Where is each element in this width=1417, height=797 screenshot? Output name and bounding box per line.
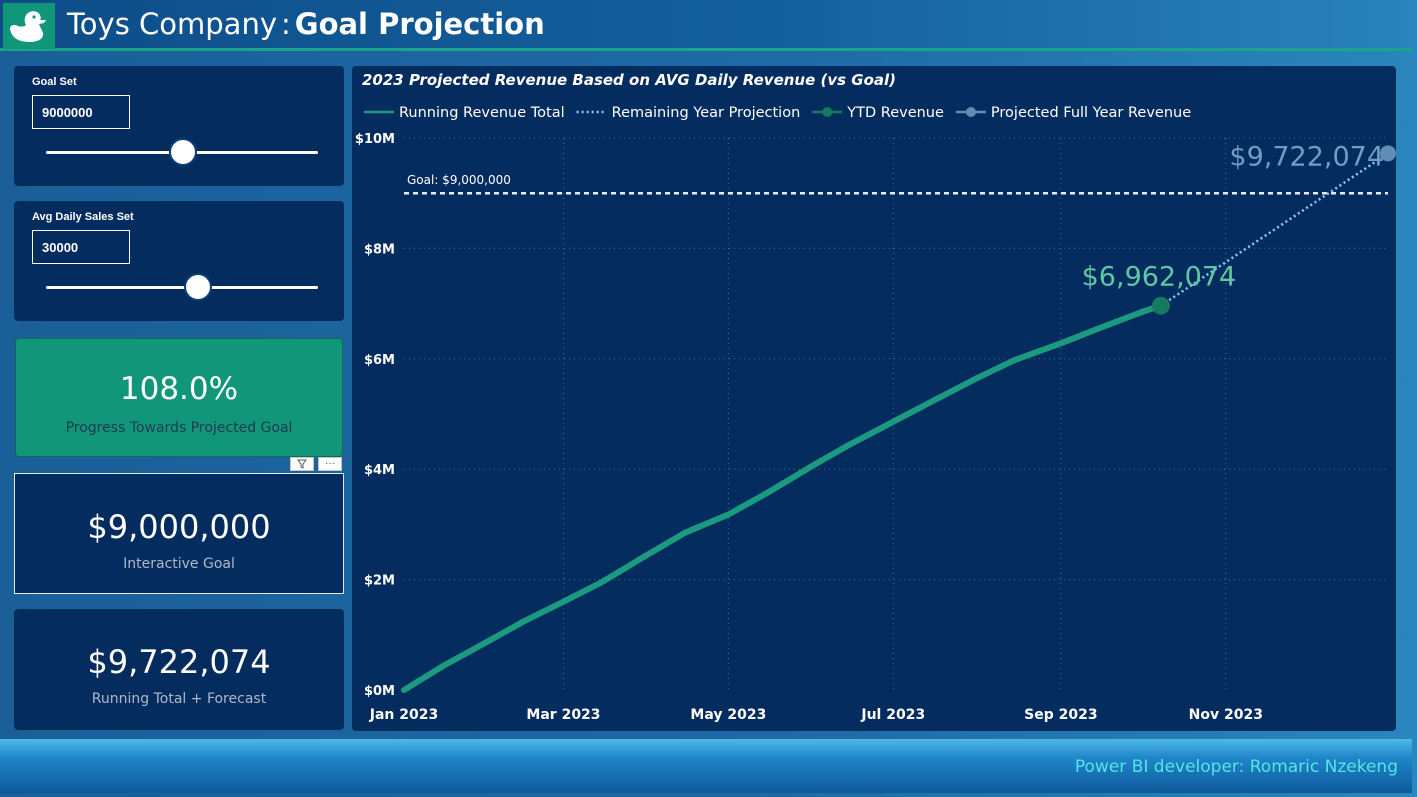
goal-set-slicer: Goal Set 9000000 <box>14 66 344 186</box>
goal-set-slider-thumb[interactable] <box>169 138 197 166</box>
goal-set-title: Goal Set <box>32 76 77 88</box>
avg-daily-sales-title: Avg Daily Sales Set <box>32 211 134 223</box>
page-header: Toys Company: Goal Projection <box>0 0 1412 51</box>
projection-chart-panel[interactable]: 2023 Projected Revenue Based on AVG Dail… <box>352 66 1396 731</box>
ytd-revenue-label: $6,962,074 <box>1082 262 1237 293</box>
filter-icon[interactable] <box>290 457 314 471</box>
avg-daily-sales-slider-track[interactable] <box>46 286 318 289</box>
projection-chart[interactable]: Running Revenue Total Remaining Year Proj… <box>352 66 1396 731</box>
x-tick-label: Jan 2023 <box>369 707 438 723</box>
logo <box>3 3 55 49</box>
goal-set-input[interactable]: 9000000 <box>32 95 130 129</box>
title-separator: : <box>280 7 291 41</box>
forecast-kpi-card[interactable]: $9,722,074 Running Total + Forecast <box>14 609 344 730</box>
progress-kpi-card[interactable]: 108.0% Progress Towards Projected Goal <box>15 338 343 457</box>
y-tick-label: $4M <box>364 463 395 478</box>
y-tick-label: $0M <box>364 684 395 699</box>
avg-daily-sales-input[interactable]: 30000 <box>32 230 130 264</box>
x-tick-label: Mar 2023 <box>526 707 600 723</box>
forecast-label: Running Total + Forecast <box>91 691 267 707</box>
legend-label: Remaining Year Projection <box>612 105 801 121</box>
forecast-value: $9,722,074 <box>87 643 271 681</box>
legend-marker-2 <box>822 107 833 117</box>
goal-value: $9,000,000 <box>87 508 271 546</box>
legend-label: YTD Revenue <box>846 105 944 121</box>
y-tick-label: $2M <box>364 574 395 589</box>
y-tick-label: $6M <box>364 353 395 368</box>
progress-label: Progress Towards Projected Goal <box>65 420 293 436</box>
y-tick-label: $8M <box>364 242 395 257</box>
legend-label: Projected Full Year Revenue <box>991 105 1191 121</box>
projected-full-year-label: $9,722,074 <box>1229 141 1384 172</box>
x-tick-label: Jul 2023 <box>860 707 925 723</box>
y-tick-label: $10M <box>355 132 395 147</box>
page-footer: Power BI developer: Romaric Nzekeng <box>0 739 1412 793</box>
legend-marker-3 <box>965 107 976 117</box>
page-title: Toys Company: Goal Projection <box>67 7 545 42</box>
avg-daily-sales-slicer: Avg Daily Sales Set 30000 <box>14 201 344 321</box>
visual-header-tools: ··· <box>290 457 342 472</box>
goal-kpi-card[interactable]: $9,000,000 Interactive Goal <box>14 473 344 594</box>
remaining-projection-line[interactable] <box>1160 152 1389 307</box>
x-tick-label: Sep 2023 <box>1024 707 1097 723</box>
chart-title: 2023 Projected Revenue Based on AVG Dail… <box>362 71 897 89</box>
legend-label: Running Revenue Total <box>399 105 565 121</box>
projected-full-year-point[interactable] <box>1380 145 1396 162</box>
goal-label: Interactive Goal <box>123 556 235 572</box>
progress-value: 108.0% <box>119 371 239 407</box>
running-revenue-line[interactable] <box>401 302 1164 693</box>
x-tick-label: Nov 2023 <box>1189 707 1263 723</box>
ytd-revenue-point[interactable] <box>1151 296 1170 315</box>
more-options-button[interactable]: ··· <box>318 457 342 471</box>
company-name: Toys Company <box>67 7 277 41</box>
avg-daily-sales-slider-thumb[interactable] <box>184 273 212 301</box>
developer-credit: Power BI developer: Romaric Nzekeng <box>1074 757 1398 777</box>
duck-icon <box>10 11 46 42</box>
page-name: Goal Projection <box>294 7 545 41</box>
x-tick-label: May 2023 <box>690 707 766 723</box>
goal-label: Goal: $9,000,000 <box>407 173 511 187</box>
